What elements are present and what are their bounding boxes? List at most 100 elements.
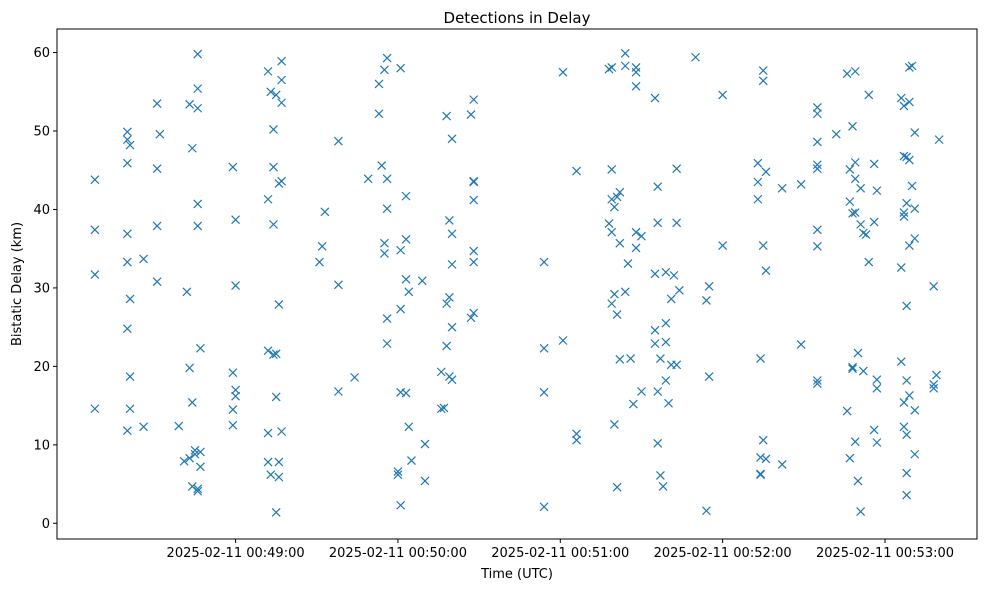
data-point	[637, 231, 646, 241]
data-point	[756, 354, 765, 363]
data-point	[896, 93, 906, 103]
data-point	[650, 93, 660, 103]
data-point	[812, 160, 822, 170]
data-point	[447, 322, 457, 332]
data-point	[401, 388, 411, 398]
data-point	[277, 427, 287, 436]
x-axis-label: Time (UTC)	[480, 567, 553, 582]
data-point	[193, 221, 203, 231]
data-point	[231, 281, 241, 290]
data-point	[401, 274, 411, 284]
data-point	[701, 296, 711, 305]
x-tick-label: 2025-02-11 00:52:00	[654, 546, 792, 561]
data-point	[274, 457, 284, 467]
data-point	[902, 430, 912, 440]
data-point	[899, 422, 909, 432]
data-point	[655, 471, 665, 480]
data-point	[466, 313, 476, 323]
data-point	[90, 175, 100, 185]
data-point	[812, 225, 822, 235]
data-point	[609, 420, 619, 429]
data-point	[796, 339, 806, 349]
data-point	[436, 367, 446, 377]
data-point	[902, 468, 912, 478]
data-point	[539, 387, 549, 397]
data-point	[231, 385, 241, 395]
data-point	[899, 101, 909, 111]
data-point	[812, 109, 822, 119]
data-point	[653, 438, 663, 448]
data-point	[831, 129, 841, 139]
data-point	[572, 435, 581, 445]
data-point	[187, 143, 197, 153]
data-point	[417, 276, 427, 286]
data-point	[674, 285, 684, 295]
data-point	[934, 135, 944, 145]
data-point	[777, 460, 787, 469]
y-tick-label: 0	[42, 517, 50, 532]
data-point	[758, 76, 768, 86]
data-point	[558, 336, 568, 345]
data-point	[231, 215, 241, 225]
data-point	[193, 103, 203, 113]
data-point	[193, 84, 203, 94]
data-point	[139, 422, 149, 432]
data-point	[910, 449, 920, 459]
data-point	[469, 257, 479, 267]
x-tick-label: 2025-02-11 00:53:00	[816, 546, 954, 561]
data-point	[856, 219, 866, 229]
data-point	[442, 299, 452, 309]
data-point	[277, 56, 287, 66]
data-point	[661, 376, 671, 385]
data-point	[444, 216, 454, 225]
data-point	[182, 287, 192, 297]
data-point	[896, 263, 906, 272]
data-point	[469, 176, 479, 186]
data-point	[152, 164, 162, 174]
data-point	[228, 162, 238, 172]
data-points	[90, 48, 944, 517]
data-point	[620, 287, 630, 297]
data-point	[185, 99, 195, 109]
data-point	[615, 238, 625, 248]
plot-area	[56, 28, 978, 540]
data-point	[315, 257, 324, 267]
data-point	[672, 164, 682, 174]
data-point	[872, 438, 882, 447]
data-point	[185, 453, 195, 463]
data-point	[856, 183, 866, 193]
data-point	[631, 243, 641, 253]
data-point	[90, 270, 100, 280]
data-point	[666, 294, 676, 304]
data-point	[853, 476, 863, 486]
data-point	[607, 194, 617, 204]
data-point	[263, 428, 273, 438]
data-point	[444, 292, 454, 302]
data-point	[607, 63, 617, 72]
data-point	[539, 502, 549, 512]
x-tick-label: 2025-02-11 00:50:00	[329, 546, 467, 561]
data-point	[845, 453, 855, 463]
data-point	[631, 81, 641, 91]
data-point	[439, 403, 449, 413]
data-point	[404, 287, 414, 297]
data-point	[612, 192, 622, 202]
data-point	[122, 324, 132, 334]
data-point	[277, 75, 287, 85]
data-point	[263, 346, 273, 356]
data-point	[228, 405, 238, 414]
data-point	[904, 97, 914, 107]
y-tick-label: 10	[33, 438, 50, 453]
data-point	[850, 174, 860, 184]
data-point	[902, 490, 912, 500]
data-point	[558, 67, 568, 77]
data-point	[631, 227, 641, 237]
data-point	[420, 439, 430, 449]
data-point	[845, 165, 855, 174]
y-tick-label: 20	[33, 360, 50, 375]
data-point	[231, 391, 241, 401]
data-point	[363, 174, 373, 184]
data-point	[661, 267, 671, 277]
data-point	[572, 166, 581, 176]
